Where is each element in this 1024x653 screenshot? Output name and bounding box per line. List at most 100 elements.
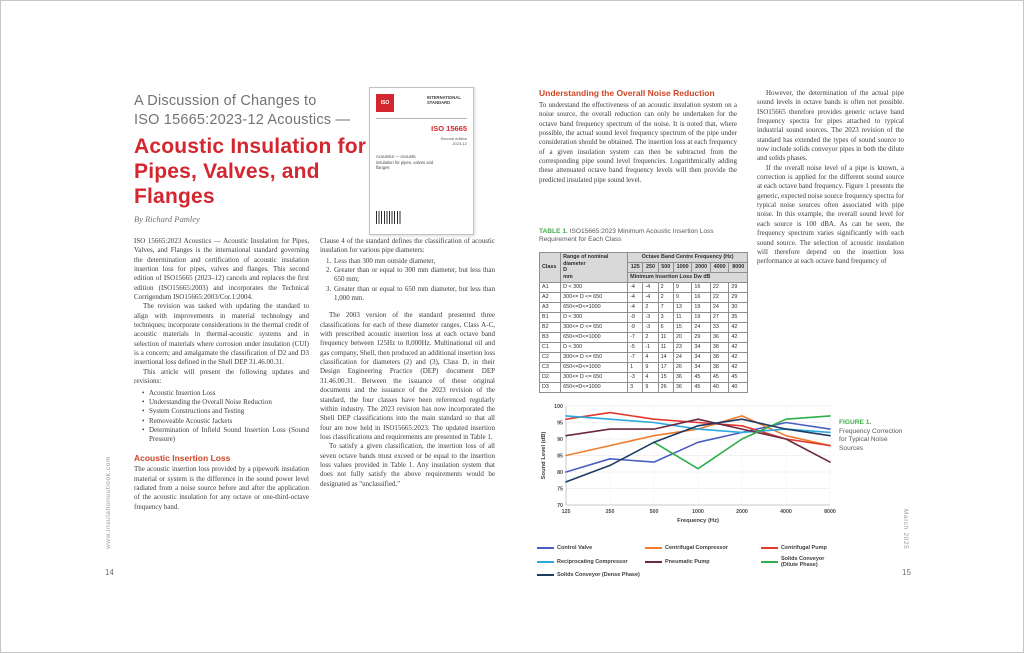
article-title: Acoustic Insulation for Pipes, Valves, a…: [134, 135, 367, 208]
cell-value: 11: [657, 341, 674, 353]
cell-range: D < 300: [560, 311, 629, 323]
cell-value: 34: [691, 351, 711, 363]
cell-value: 40: [728, 381, 748, 393]
cell-value: 22: [709, 281, 730, 293]
cell-class: D2: [538, 371, 562, 383]
legend-label: Centrifugal Pump: [781, 545, 827, 551]
y-tick-label: 70: [557, 503, 563, 509]
col-header-range: Range of nominal diameter D mm: [560, 252, 629, 283]
legend-item: Centrifugal Pump: [761, 545, 837, 551]
cell-value: 27: [709, 311, 730, 323]
subheader-insertion-loss: Minimum Insertion Loss Dw dB: [627, 271, 748, 283]
cell-range: D < 300: [560, 281, 629, 293]
paragraph: To satisfy a given classification, the i…: [320, 442, 495, 488]
cover-edition: Second edition 2023-12: [440, 136, 467, 146]
x-tick-label: 500: [650, 509, 659, 515]
table-row: B1 D < 300 -9 -3 3 11 19 27 35: [538, 311, 748, 323]
table-row: B3 650<=D<=1000 -7 2 11 20 29 36 42: [538, 331, 748, 343]
page-number-right: 15: [902, 568, 911, 577]
cell-value: 42: [728, 351, 748, 363]
cell-value: 9: [642, 361, 659, 373]
legend-item: Pneumatic Pump: [645, 556, 757, 568]
paragraph: If the overall noise level of a pipe is …: [757, 163, 904, 266]
cell-range: 300<= D <= 650: [560, 321, 629, 333]
cell-value: 26: [672, 361, 693, 373]
cell-class: B2: [538, 321, 562, 333]
freq-header: 4000: [709, 261, 730, 273]
legend-line-swatch: [537, 560, 554, 563]
table-row: A2 300<= D <= 650 -4 -4 2 9 16 22 29: [538, 291, 748, 303]
cell-value: 4: [642, 351, 659, 363]
noise-spectra-plot: 70 75 80 85 90 95 100 125 250 500 1000 2000 4000 8000…: [541, 404, 836, 524]
list-item: Greater than or equal to 300 mm diameter…: [333, 266, 495, 285]
column-2: Clause 4 of the standard defines the cla…: [320, 237, 495, 489]
cell-value: 4: [642, 371, 659, 383]
cell-value: 3: [627, 381, 644, 393]
cell-class: D3: [538, 381, 562, 393]
table-row: C3 650<=D<=1000 1 9 17 26 34 38 42: [538, 361, 748, 373]
cell-value: 20: [672, 331, 693, 343]
right-margin-date: March 2025: [902, 509, 909, 550]
cell-value: 42: [728, 331, 748, 343]
insertion-loss-table: Class Range of nominal diameter D mm Octav…: [538, 252, 748, 393]
legend-label: Solids Conveyor (Dilute Phase): [781, 555, 825, 568]
figure-1-chart: 70 75 80 85 90 95 100 125 250 500 1000 2000 4000 8000…: [537, 401, 837, 578]
legend-label: Reciprocating Compressor: [557, 558, 628, 565]
list-item: Acoustic Insertion Loss: [142, 389, 309, 399]
figure-caption-text: Frequency Correction for Typical Noise S…: [839, 427, 903, 452]
x-axis-label: Frequency (Hz): [677, 518, 719, 524]
cell-value: -4: [642, 281, 659, 293]
cell-value: 38: [709, 351, 730, 363]
cover-divider: [376, 118, 467, 119]
cell-value: 30: [728, 301, 748, 313]
legend-label: Centrifugal Compressor: [665, 545, 728, 551]
cover-title: Acoustics — Acoustic insulation for pipe…: [376, 154, 434, 171]
figure-caption: FIGURE 1. Frequency Correction for Typic…: [839, 419, 911, 453]
legend-item: Centrifugal Compressor: [645, 545, 757, 551]
cell-value: 3: [657, 311, 674, 323]
cell-value: -7: [627, 331, 644, 343]
table-row: C1 D < 300 -5 -1 11 23 34 38 42: [538, 341, 748, 353]
legend-line-swatch: [761, 560, 778, 563]
cell-value: 33: [709, 321, 730, 333]
barcode: [376, 211, 402, 224]
section-heading-insertion-loss: Acoustic Insertion Loss: [134, 452, 231, 463]
legend-item: Reciprocating Compressor: [537, 556, 641, 568]
cell-value: 36: [672, 381, 693, 393]
paragraph: The acoustic insertion loss provided by …: [134, 465, 309, 511]
x-tick-label: 2000: [736, 509, 748, 515]
x-tick-label: 250: [606, 509, 615, 515]
cell-class: A2: [538, 291, 562, 303]
cell-value: 45: [691, 371, 711, 383]
cell-value: -3: [642, 311, 659, 323]
legend-item: Solids Conveyor (Dilute Phase): [761, 556, 837, 568]
cell-value: 24: [691, 321, 711, 333]
column-1: ISO 15665:2023 Acoustics — Acoustic Insu…: [134, 237, 309, 512]
cell-value: 19: [691, 311, 711, 323]
diameter-list: Less than 300 mm outside diameter, Great…: [320, 257, 495, 304]
cell-value: 11: [657, 331, 674, 343]
cell-value: -3: [642, 321, 659, 333]
page-number-left: 14: [105, 568, 114, 577]
cell-value: -9: [627, 311, 644, 323]
table-row: A1 D < 300 -4 -4 2 9 16 22 29: [538, 281, 748, 293]
legend-line-swatch: [645, 560, 662, 563]
cell-range: D < 300: [560, 341, 629, 353]
cell-value: -4: [627, 281, 644, 293]
table-row: C2 300<= D <= 650 -7 4 14 24 34 38 42: [538, 351, 748, 363]
cell-value: 2: [657, 281, 674, 293]
series-line: [653, 415, 831, 470]
y-axis-label: Sound Level (dB): [541, 432, 547, 480]
cell-value: 11: [672, 311, 693, 323]
cell-class: B3: [538, 331, 562, 343]
table-caption-text: ISO15665:2023 Minimum Acoustic Insertion…: [539, 228, 714, 244]
iso-logo: ISO: [376, 94, 394, 112]
cell-class: A1: [538, 281, 562, 293]
table-row: D2 300<= D <= 650 -3 4 15 36 45 45 45: [538, 371, 748, 383]
freq-header: 8000: [728, 261, 748, 273]
series-line: [565, 421, 831, 473]
paragraph: The 2003 version of the standard present…: [320, 311, 495, 441]
cell-value: 29: [691, 331, 711, 343]
cell-value: 34: [691, 361, 711, 373]
cell-value: 14: [657, 351, 674, 363]
